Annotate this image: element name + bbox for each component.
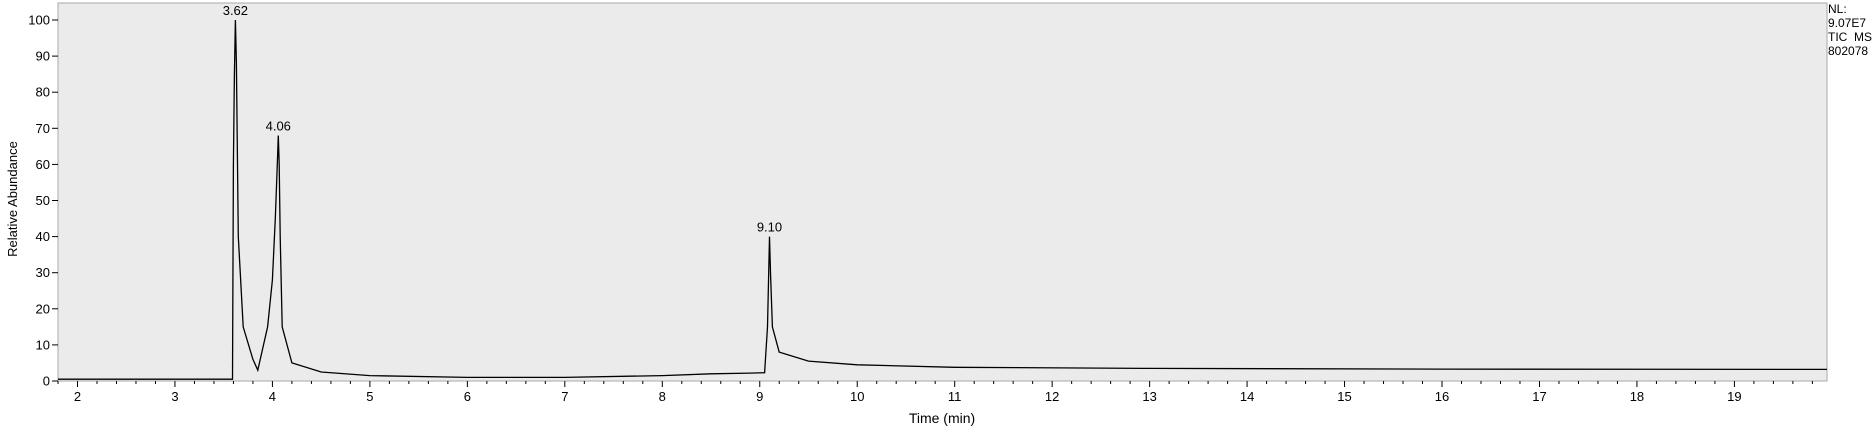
y-axis: 0 10 20 30 40 50 60 70 80 90 100 [28, 13, 58, 389]
x-tick-label: 10 [850, 389, 864, 404]
x-tick-label: 3 [171, 389, 178, 404]
file-id: 802078 [1828, 44, 1869, 58]
x-tick-label: 13 [1142, 389, 1156, 404]
peak-labels: 3.62 4.06 9.10 [223, 3, 782, 235]
peak-label: 4.06 [266, 119, 291, 134]
x-tick-label: 11 [948, 389, 962, 404]
x-tick-label: 4 [269, 389, 276, 404]
tic-trace [58, 19, 1828, 380]
x-tick-label: 14 [1240, 389, 1254, 404]
x-tick-label: 8 [659, 389, 666, 404]
y-tick-label: 20 [36, 301, 50, 316]
y-tick-label: 80 [36, 85, 50, 100]
trace-label: TIC MS [1828, 30, 1872, 44]
x-tick-label: 15 [1337, 389, 1351, 404]
y-axis-title: Relative Abundance [5, 141, 20, 257]
x-tick-label: 17 [1532, 389, 1546, 404]
y-tick-label: 40 [36, 229, 50, 244]
y-tick-label: 30 [36, 265, 50, 280]
x-tick-label: 16 [1435, 389, 1449, 404]
y-tick-label: 60 [36, 157, 50, 172]
y-tick-label: 10 [36, 337, 50, 352]
peak-label: 9.10 [757, 220, 782, 235]
y-tick-label: 50 [36, 193, 50, 208]
y-tick-label: 90 [36, 49, 50, 64]
x-axis: 2 3 4 5 6 7 8 9 10 11 12 13 14 15 16 17 18 19 [57, 381, 1813, 404]
x-tick-label: 5 [366, 389, 373, 404]
info-panel: NL: 9.07E7 TIC MS 802078 [1828, 2, 1872, 58]
x-tick-label: 12 [1045, 389, 1059, 404]
plot-area [57, 2, 1828, 382]
x-tick-label: 18 [1630, 389, 1644, 404]
y-tick-label: 0 [43, 374, 50, 389]
y-tick-label: 100 [28, 13, 50, 28]
y-tick-label: 70 [36, 121, 50, 136]
x-tick-label: 19 [1727, 389, 1741, 404]
nl-label: NL: [1828, 2, 1847, 16]
nl-value: 9.07E7 [1828, 16, 1867, 30]
x-tick-label: 9 [756, 389, 763, 404]
x-axis-title: Time (min) [909, 410, 975, 426]
x-tick-label: 2 [74, 389, 81, 404]
x-tick-label: 7 [561, 389, 568, 404]
x-tick-label: 6 [464, 389, 471, 404]
peak-label: 3.62 [223, 3, 248, 18]
